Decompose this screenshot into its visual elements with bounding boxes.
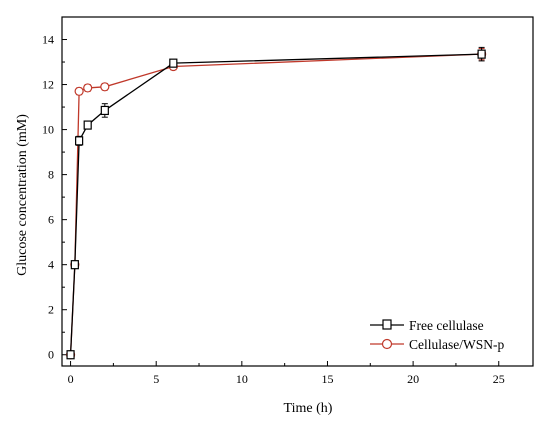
data-point: [169, 58, 178, 68]
y-tick-label: 4: [48, 258, 54, 272]
data-point: [66, 350, 75, 360]
plot-frame-rect: [61, 16, 534, 367]
series-cellulase-wsn-p: [65, 48, 487, 360]
x-tick-label: 10: [236, 372, 248, 386]
data-point: [70, 260, 79, 270]
data-point: [75, 136, 84, 146]
legend: Free cellulase Cellulase/WSN-p: [370, 318, 504, 352]
series-line-free-cellulase: [69, 53, 482, 355]
series-line-cellulase-wsn-p: [69, 53, 482, 355]
x-axis-label: Time (h): [284, 401, 333, 416]
x-tick-label: 25: [493, 372, 505, 386]
y-tick-label: 10: [42, 123, 54, 137]
x-tick-label: 0: [68, 372, 74, 386]
data-point: [100, 82, 110, 92]
legend-label-free-cellulase: Free cellulase: [409, 318, 484, 333]
series-free-cellulase: [66, 46, 486, 360]
data-point: [83, 120, 92, 130]
y-tick-label: 14: [42, 33, 54, 47]
series-layer: [65, 46, 487, 360]
y-axis-ticks: 0 2 4 6 8 10 12 14: [42, 33, 67, 362]
x-tick-label: 20: [407, 372, 419, 386]
x-axis-ticks: 0 5 10 15 20 25: [68, 361, 505, 386]
data-point: [83, 83, 93, 93]
y-tick-label: 2: [48, 303, 54, 317]
y-tick-label: 12: [42, 78, 54, 92]
legend-label-cellulase-wsn-p: Cellulase/WSN-p: [409, 337, 504, 352]
data-point: [74, 86, 84, 96]
legend-marker-cellulase-wsn-p: [381, 338, 393, 350]
data-point: [100, 105, 109, 116]
y-tick-label: 8: [48, 168, 54, 182]
data-point: [477, 49, 486, 59]
x-tick-label: 5: [153, 372, 159, 386]
y-axis-label: Glucose concentration (mM): [15, 114, 30, 276]
y-tick-label: 0: [48, 348, 54, 362]
x-tick-label: 15: [321, 372, 333, 386]
y-tick-label: 6: [48, 213, 54, 227]
plot-frame: [61, 16, 534, 367]
legend-marker-free-cellulase: [382, 319, 392, 330]
